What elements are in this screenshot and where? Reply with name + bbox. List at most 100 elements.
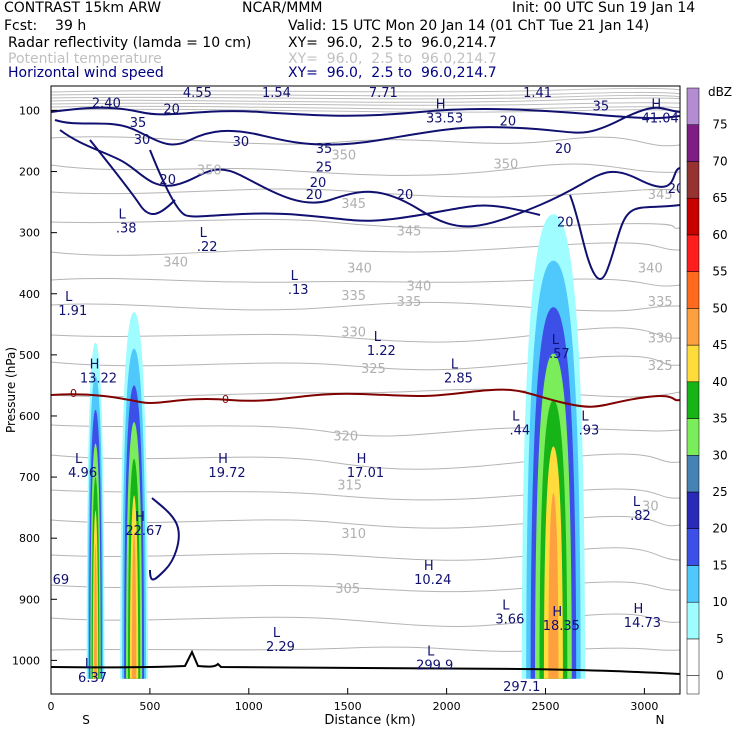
theta-label-3: 345 bbox=[341, 197, 366, 212]
high-low-markers: 2.40L L4.55L1.54L7.71L1.41H33.53H41.04L.3… bbox=[53, 72, 679, 694]
wind-label-4: 30 bbox=[233, 135, 250, 150]
colorbar-swatch-6 bbox=[686, 418, 700, 456]
y-axis-label: Pressure (hPa) bbox=[4, 347, 18, 433]
colorbar-swatch-5 bbox=[686, 455, 700, 493]
hl-letter-6: H bbox=[436, 98, 446, 113]
hl-value-10: .13 bbox=[288, 283, 309, 298]
hl-value-2: 4.55 bbox=[183, 86, 212, 101]
theta-label-11: 335 bbox=[397, 295, 422, 310]
colorbar-below bbox=[686, 675, 700, 695]
y-tick-label-0: 100 bbox=[19, 104, 40, 117]
colorbar-swatch-7 bbox=[686, 381, 700, 419]
theta-label-14: 330 bbox=[648, 332, 673, 347]
hl-letter-24: H bbox=[424, 559, 434, 574]
hl-letter-19: H bbox=[218, 452, 228, 467]
hl-letter-8: L bbox=[119, 208, 127, 223]
x-tick-label-5: 2500 bbox=[531, 700, 559, 713]
hl-value-24: 10.24 bbox=[414, 573, 451, 588]
hl-letter-21: L bbox=[633, 495, 641, 510]
theta-label-18: 315 bbox=[337, 478, 362, 493]
x-axis: 0 500 1000 1500 2000 2500 3000 bbox=[48, 688, 658, 713]
x-tick-label-6: 3000 bbox=[630, 700, 658, 713]
colorbar-label-9: 45 bbox=[712, 338, 727, 352]
x-tick-label-3: 1500 bbox=[334, 700, 362, 713]
field-3-xy: XY= 96.0, 2.5 to 96.0,214.7 bbox=[288, 65, 497, 81]
hl-letter-9: L bbox=[200, 226, 208, 241]
hl-value-25: 3.66 bbox=[495, 613, 524, 628]
reflectivity-cells bbox=[86, 214, 586, 679]
theta-label-2: 350 bbox=[494, 157, 519, 172]
hl-value-30: 6.37 bbox=[78, 671, 107, 686]
hl-letter-14: L bbox=[552, 333, 560, 348]
wind-label-8: 20 bbox=[306, 188, 323, 203]
org-label: NCAR/MMM bbox=[242, 0, 323, 16]
reflectivity-cell-2-layer-9 bbox=[548, 492, 559, 679]
hl-value-23: 69 bbox=[53, 573, 70, 588]
hl-letter-15: H bbox=[90, 357, 100, 372]
plot-frame bbox=[50, 85, 681, 695]
theta-label-6: 340 bbox=[163, 255, 188, 270]
wind-label-13: 20 bbox=[668, 182, 685, 197]
colorbar-swatch-12 bbox=[686, 197, 700, 236]
hl-letter-4: L bbox=[376, 72, 384, 87]
wind-label-6: 25 bbox=[316, 161, 333, 176]
colorbar-label-12: 60 bbox=[712, 228, 727, 242]
hl-value-18: 4.96 bbox=[68, 466, 97, 481]
north-label: N bbox=[656, 713, 665, 727]
colorbar-label-14: 70 bbox=[712, 154, 727, 168]
hl-value-14: .57 bbox=[549, 347, 570, 362]
colorbar-label-8: 40 bbox=[712, 375, 727, 389]
wind-label-2: 30 bbox=[134, 133, 151, 148]
field-2-xy: XY= 96.0, 2.5 to 96.0,214.7 bbox=[288, 51, 497, 67]
y-tick-label-6: 700 bbox=[19, 471, 40, 484]
hl-letter-12: L bbox=[374, 330, 382, 345]
hl-letter-27: H bbox=[634, 602, 644, 617]
theta-contours bbox=[51, 136, 680, 652]
colorbar-swatch-9 bbox=[686, 308, 700, 346]
hl-letter-29: L bbox=[427, 645, 435, 660]
hl-value-26: 18.35 bbox=[543, 619, 580, 634]
hl-value-8: .38 bbox=[116, 222, 137, 237]
theta-label-9: 340 bbox=[638, 261, 663, 276]
colorbar-unit: dBZ bbox=[708, 85, 732, 99]
hl-value-22: 22.67 bbox=[125, 524, 162, 539]
hl-letter-25: L bbox=[502, 599, 510, 614]
south-label: S bbox=[82, 713, 90, 727]
hl-value-4: 7.71 bbox=[369, 86, 398, 101]
y-tick-label-4: 500 bbox=[19, 349, 40, 362]
colorbar-label-4: 20 bbox=[712, 522, 727, 536]
x-tick-label-4: 2000 bbox=[433, 700, 461, 713]
colorbar-swatch-0 bbox=[686, 638, 700, 676]
theta-label-13: 330 bbox=[341, 326, 366, 341]
field-3-label: Horizontal wind speed bbox=[8, 65, 164, 81]
colorbar-label-13: 65 bbox=[712, 191, 727, 205]
theta-label-7: 340 bbox=[347, 261, 372, 276]
wind-label-0: 20 bbox=[163, 102, 180, 117]
hl-value-27: 14.73 bbox=[624, 616, 661, 631]
hl-letter-3: L bbox=[269, 72, 277, 87]
wind-label-1: 35 bbox=[130, 116, 147, 131]
hl-value-21: .82 bbox=[630, 509, 651, 524]
model-title: CONTRAST 15km ARW bbox=[4, 0, 162, 16]
field-1-label: Radar reflectivity (lamda = 10 cm) bbox=[8, 35, 252, 51]
hl-letter-17: L bbox=[581, 409, 589, 424]
colorbar-label-11: 55 bbox=[712, 265, 727, 279]
theta-label-0: 350 bbox=[197, 164, 222, 179]
hl-value-3: 1.54 bbox=[262, 86, 291, 101]
hl-letter-2: L bbox=[190, 72, 198, 87]
wind-label-11: 20 bbox=[555, 142, 572, 157]
freezing-level-line bbox=[51, 388, 680, 408]
hl-value-15: 13.22 bbox=[80, 371, 117, 386]
reflectivity-cell-1-layer-9 bbox=[131, 532, 137, 679]
colorbar-swatch-10 bbox=[686, 271, 700, 309]
hl-letter-20: H bbox=[357, 452, 367, 467]
theta-label-15: 325 bbox=[361, 362, 386, 377]
reflectivity-cell-0-layer-9 bbox=[94, 544, 97, 679]
hl-value-16: .44 bbox=[509, 423, 530, 438]
colorbar-label-0: 0 bbox=[716, 669, 724, 683]
wind-label-7: 20 bbox=[310, 176, 327, 191]
x-tick-label-2: 1000 bbox=[235, 700, 263, 713]
forecast-hour: Fcst: 39 h bbox=[4, 18, 87, 34]
hl-value-11: 1.91 bbox=[58, 304, 87, 319]
